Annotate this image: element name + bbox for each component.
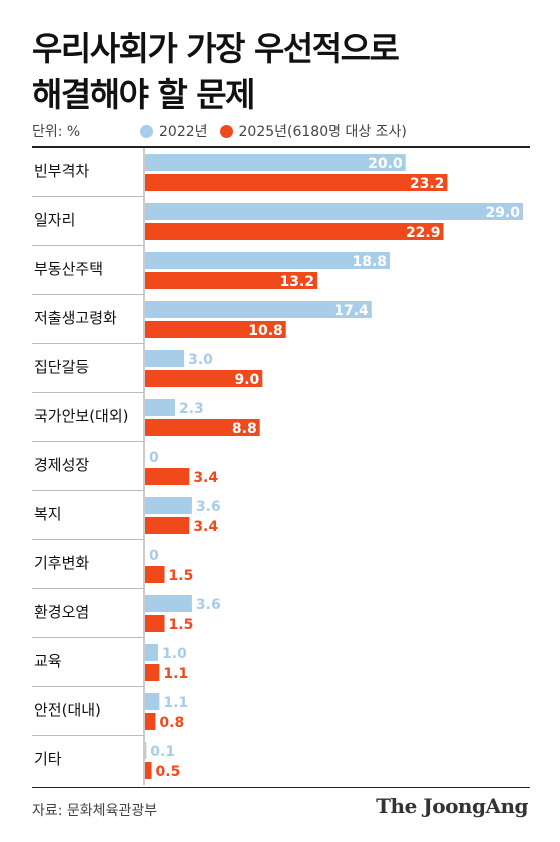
category-label: 기후변화	[34, 554, 89, 572]
bar-2022	[145, 203, 523, 220]
bar-2025	[145, 321, 286, 338]
bar-2025	[145, 419, 260, 436]
data-label-2025: 10.8	[248, 323, 283, 339]
bar-2022	[145, 595, 192, 612]
bar-2025	[145, 517, 190, 534]
bar-2022	[145, 252, 391, 269]
data-label-2025: 23.2	[410, 176, 445, 192]
data-label-2022: 3.6	[196, 597, 221, 613]
data-label-2022: 2.3	[179, 401, 204, 417]
legend-label-2025: 2025년(6180명 대상 조사)	[238, 124, 407, 140]
legend-label-2022: 2022년	[159, 124, 208, 140]
data-label-2025: 8.8	[232, 421, 257, 437]
legend-item-2025: 2025년(6180명 대상 조사)	[219, 121, 407, 141]
bar-2025	[145, 664, 160, 681]
data-label-2025: 3.4	[193, 470, 218, 486]
legend: 단위: % 2022년 2025년(6180명 대상 조사)	[32, 119, 530, 143]
category-label: 부동산주택	[34, 260, 103, 278]
data-label-2025: 1.1	[163, 666, 188, 682]
bar-2022	[145, 644, 159, 661]
legend-swatch-2025	[219, 124, 233, 138]
data-label-2025: 3.4	[193, 519, 218, 535]
data-label-2022: 17.4	[334, 303, 369, 319]
category-label: 집단갈등	[34, 358, 89, 376]
category-label: 경제성장	[34, 456, 89, 474]
category-label: 빈부격차	[34, 162, 89, 180]
data-label-2025: 9.0	[234, 372, 259, 388]
category-label: 교육	[34, 652, 62, 670]
bar-2025	[145, 223, 444, 240]
bar-2022	[145, 693, 160, 710]
bar-2022	[145, 154, 406, 171]
footer-rule	[32, 787, 530, 788]
bar-2025	[145, 272, 318, 289]
data-label-2025: 22.9	[406, 225, 441, 241]
bar-2022	[145, 399, 175, 416]
bar-2025	[145, 468, 190, 485]
data-label-2022: 0	[149, 548, 159, 564]
bar-2025	[145, 174, 448, 191]
bar-2025	[145, 762, 152, 779]
bar-2022	[145, 497, 192, 514]
data-label-2025: 0.5	[156, 764, 181, 780]
data-label-2025: 1.5	[169, 617, 194, 633]
data-label-2022: 18.8	[353, 254, 388, 270]
chart-title-line-1: 우리사회가 가장 우선적으로	[32, 29, 400, 68]
category-label: 기타	[34, 750, 62, 768]
category-label: 일자리	[34, 211, 75, 229]
data-label-2025: 0.8	[159, 715, 184, 731]
data-label-2022: 1.1	[163, 695, 188, 711]
bar-2025	[145, 615, 165, 632]
data-label-2022: 0.1	[150, 744, 175, 760]
category-label: 저출생고령화	[34, 309, 117, 327]
bar-2022	[145, 742, 147, 759]
legend-item-2022: 2022년	[140, 121, 208, 141]
bar-2022	[145, 350, 185, 367]
chart-title-line-2: 해결해야 할 문제	[32, 75, 256, 114]
data-label-2022: 1.0	[162, 646, 187, 662]
legend-swatch-2022	[140, 124, 153, 138]
top-rule	[32, 146, 530, 148]
unit-label: 단위: %	[32, 124, 81, 140]
bar-2022	[145, 301, 372, 318]
bar-chart: 빈부격차 20.0 23.2 일자리 29.0 22.9 부동산주택 18.8 13.2 저출생고…	[32, 148, 523, 785]
data-label-2022: 3.6	[196, 499, 221, 515]
data-label-2022: 29.0	[485, 205, 520, 221]
brand-logo: The JoongAng	[376, 794, 528, 818]
data-label-2022: 20.0	[368, 156, 403, 172]
data-label-2022: 3.0	[188, 352, 213, 368]
source-note: 자료: 문화체육관광부	[32, 803, 158, 819]
bar-2025	[145, 370, 263, 387]
bar-2025	[145, 566, 165, 583]
data-label-2025: 13.2	[280, 274, 315, 290]
data-label-2025: 1.5	[169, 568, 194, 584]
category-label: 복지	[34, 505, 62, 523]
data-label-2022: 0	[149, 450, 159, 466]
chart-title: 우리사회가 가장 우선적으로 해결해야 할 문제	[32, 26, 400, 118]
category-label: 환경오염	[34, 603, 89, 621]
category-label: 국가안보(대외)	[34, 407, 129, 425]
bar-2025	[145, 713, 156, 730]
category-label: 안전(대내)	[34, 701, 101, 719]
